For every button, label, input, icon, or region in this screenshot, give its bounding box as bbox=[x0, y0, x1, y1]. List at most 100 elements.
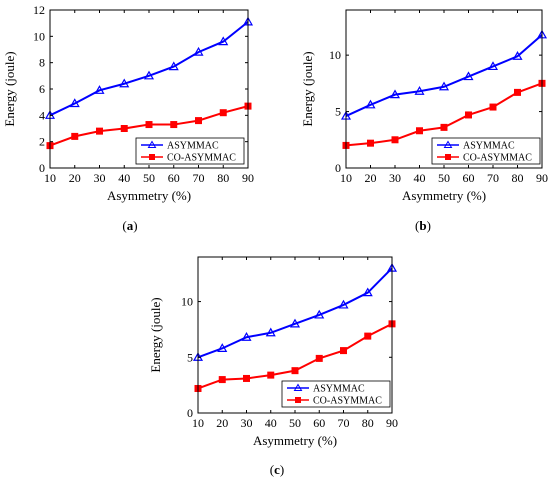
legend-label: CO-ASYMMAC bbox=[463, 153, 532, 164]
data-point bbox=[219, 109, 227, 117]
data-point bbox=[440, 123, 448, 131]
y-tick-label: 0 bbox=[187, 406, 193, 420]
chart-panel-b: 10 20 30 40 50 60 70 80 90 0 5 10 Asymmetry (%) Energ… bbox=[300, 9, 548, 233]
data-point bbox=[340, 347, 347, 355]
y-tick-label: 4 bbox=[39, 108, 45, 122]
x-tick-label: 70 bbox=[338, 416, 350, 430]
series-line bbox=[345, 34, 543, 117]
series-line bbox=[345, 82, 543, 147]
legend-label: ASYMMAC bbox=[463, 141, 515, 152]
data-point bbox=[96, 127, 103, 135]
legend-marker bbox=[147, 140, 157, 148]
x-axis-label: Asymmetry (%) bbox=[253, 433, 337, 448]
data-point bbox=[145, 121, 153, 129]
y-tick-label: 0 bbox=[39, 161, 45, 175]
x-tick-label: 60 bbox=[313, 416, 325, 430]
x-tick-label: 80 bbox=[512, 171, 524, 185]
x-tick-label: 30 bbox=[241, 416, 253, 430]
x-tick-label: 80 bbox=[362, 416, 374, 430]
series-asymmac bbox=[44, 16, 254, 119]
data-point bbox=[241, 332, 252, 341]
legend-marker bbox=[445, 154, 451, 160]
x-tick-label: 10 bbox=[44, 171, 56, 185]
data-point bbox=[391, 136, 399, 144]
x-tick-label: 90 bbox=[242, 171, 254, 185]
data-point bbox=[71, 132, 79, 140]
data-point bbox=[120, 125, 128, 132]
chart-panel-a: 10 20 30 40 50 60 70 80 90 0 2 4 6 8 10 12 Asymmetry (%)… bbox=[2, 3, 254, 233]
x-tick-label: 90 bbox=[536, 171, 548, 185]
legend-marker bbox=[149, 154, 155, 160]
y-tick-label: 8 bbox=[39, 56, 45, 70]
data-point bbox=[489, 103, 497, 111]
x-tick-label: 20 bbox=[216, 416, 228, 430]
data-point bbox=[168, 61, 179, 71]
data-point bbox=[438, 81, 450, 91]
data-point bbox=[414, 86, 425, 95]
x-axis-label: Asymmetry (%) bbox=[107, 188, 191, 203]
series-line bbox=[197, 267, 393, 359]
data-point bbox=[512, 51, 523, 60]
chart-panel-c: 10 20 30 40 50 60 70 80 90 0 5 10 Asymmetry (%) Energ… bbox=[148, 256, 398, 477]
series-line bbox=[49, 21, 249, 117]
x-tick-label: 50 bbox=[143, 171, 155, 185]
legend-marker bbox=[295, 397, 301, 403]
data-point bbox=[487, 61, 499, 71]
data-point bbox=[365, 99, 376, 109]
legend-label: ASYMMAC bbox=[167, 141, 219, 152]
panel-caption: (b) bbox=[415, 218, 431, 233]
data-point bbox=[514, 88, 521, 96]
x-tick-label: 50 bbox=[289, 416, 301, 430]
data-point bbox=[119, 78, 130, 88]
legend-marker bbox=[443, 140, 453, 148]
x-tick-label: 90 bbox=[386, 416, 398, 430]
x-tick-label: 60 bbox=[168, 171, 180, 185]
data-point bbox=[218, 376, 226, 384]
data-point bbox=[143, 70, 155, 80]
y-axis-label: Energy (joule) bbox=[300, 51, 315, 126]
x-tick-label: 20 bbox=[365, 171, 377, 185]
legend-label: ASYMMAC bbox=[313, 384, 365, 395]
x-tick-label: 40 bbox=[118, 171, 130, 185]
data-point bbox=[267, 371, 275, 379]
y-tick-label: 2 bbox=[39, 135, 45, 149]
panel-caption: (c) bbox=[270, 462, 284, 477]
x-tick-label: 10 bbox=[192, 416, 204, 430]
x-tick-label: 30 bbox=[389, 171, 401, 185]
data-point bbox=[289, 318, 301, 328]
data-point bbox=[314, 309, 325, 319]
data-point bbox=[217, 343, 228, 352]
series-asymmac bbox=[192, 262, 398, 361]
data-point bbox=[389, 89, 401, 99]
data-point bbox=[315, 354, 323, 362]
y-tick-label: 5 bbox=[187, 350, 193, 364]
data-point bbox=[265, 327, 276, 337]
legend-label: CO-ASYMMAC bbox=[313, 396, 382, 407]
x-tick-label: 40 bbox=[265, 416, 277, 430]
y-tick-label: 10 bbox=[329, 48, 341, 62]
data-point bbox=[338, 299, 349, 309]
y-axis-label: Energy (joule) bbox=[148, 297, 163, 372]
x-axis-label: Asymmetry (%) bbox=[402, 188, 486, 203]
series-line bbox=[197, 322, 393, 390]
legend-label: CO-ASYMMAC bbox=[167, 153, 236, 164]
x-tick-label: 20 bbox=[69, 171, 81, 185]
x-tick-label: 40 bbox=[414, 171, 426, 185]
data-point bbox=[364, 332, 372, 340]
y-axis-label: Energy (joule) bbox=[2, 51, 17, 126]
y-tick-label: 12 bbox=[33, 3, 45, 17]
data-point bbox=[69, 98, 80, 108]
y-tick-label: 10 bbox=[33, 29, 45, 43]
data-point bbox=[193, 46, 204, 56]
data-point bbox=[94, 85, 105, 94]
y-tick-label: 0 bbox=[335, 161, 341, 175]
legend-marker bbox=[293, 383, 303, 391]
data-point bbox=[362, 287, 373, 297]
data-point bbox=[416, 127, 423, 135]
data-point bbox=[367, 139, 374, 147]
y-tick-label: 6 bbox=[39, 82, 45, 96]
data-point bbox=[195, 117, 202, 125]
data-point bbox=[291, 367, 299, 375]
